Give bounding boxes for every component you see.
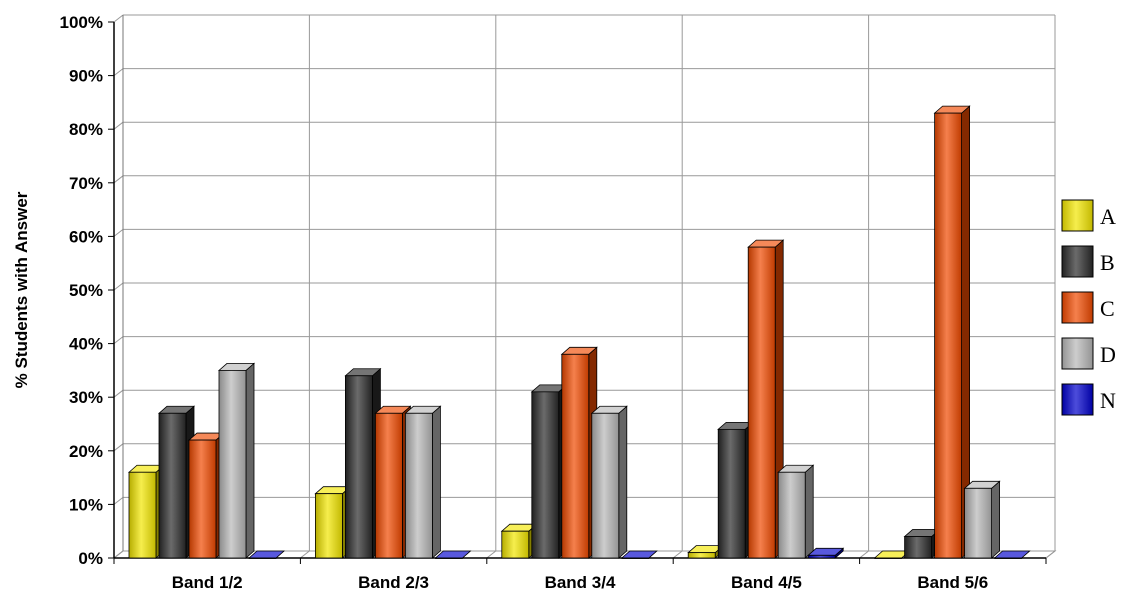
bar [747, 239, 785, 559]
bar-side-face [618, 405, 628, 559]
x-tick-label: Band 1/2 [172, 573, 243, 592]
bar-front-face [747, 246, 776, 559]
y-tick-label: 60% [69, 227, 103, 246]
bar-front-face [717, 428, 746, 559]
bar-front-face [934, 112, 962, 559]
legend-item: N [1061, 383, 1116, 416]
bar-front-face [777, 471, 806, 559]
floor-grid-line [113, 550, 124, 559]
legend-label: A [1100, 204, 1116, 229]
legend-item: C [1061, 291, 1115, 324]
bar-front-face [158, 412, 187, 559]
legend-swatch [1061, 245, 1094, 278]
y-tick-label: 70% [69, 174, 103, 193]
bar-front-face [807, 554, 836, 559]
legend-swatch [1061, 383, 1094, 416]
bar-front-face [501, 530, 530, 559]
legend-item: D [1061, 337, 1116, 370]
bar-front-face [904, 536, 932, 559]
bar-side-face [431, 405, 441, 559]
x-tick-label: Band 3/4 [545, 573, 616, 592]
bar-front-face [561, 353, 590, 559]
bar-front-face [621, 557, 650, 559]
legend-swatch [1061, 291, 1094, 324]
bar-front-face [188, 439, 217, 559]
floor-grid-line [1045, 550, 1056, 559]
x-tick-label: Band 2/3 [358, 573, 429, 592]
bar [963, 480, 1001, 559]
bar-front-face [531, 391, 560, 559]
bar [247, 550, 286, 559]
bar-front-face [404, 412, 433, 559]
bar-front-face [248, 557, 277, 559]
legend-item: B [1061, 245, 1115, 278]
depth-grid-line [113, 282, 124, 291]
bar-front-face [687, 552, 716, 559]
legend-label: N [1100, 388, 1116, 413]
depth-grid-line [113, 229, 124, 237]
depth-grid-line [113, 443, 124, 452]
y-tick-label: 0% [78, 549, 103, 568]
bar-front-face [994, 557, 1022, 559]
floor-grid-line [859, 550, 869, 559]
bar-front-face [374, 412, 403, 559]
bar [434, 550, 472, 559]
bar-front-face [434, 557, 463, 559]
y-tick-label: 100% [60, 13, 103, 32]
legend-label: D [1100, 342, 1116, 367]
bar-side-face [991, 480, 1000, 559]
depth-grid-line [113, 68, 124, 76]
bar-front-face [344, 375, 373, 559]
bar [217, 362, 256, 559]
floor-grid-line [486, 550, 497, 559]
bar-side-face [245, 362, 255, 559]
bar [903, 528, 941, 559]
bar [620, 550, 658, 559]
y-tick-label: 80% [69, 120, 103, 139]
y-tick-label: 40% [69, 335, 103, 354]
depth-grid-line [113, 389, 124, 398]
y-tick-label: 90% [69, 67, 103, 86]
bar [993, 550, 1031, 559]
bar [777, 464, 815, 559]
legend-swatch [1061, 337, 1094, 370]
bar-front-face [218, 369, 247, 559]
bar-front-face [964, 487, 992, 559]
x-tick-labels: Band 1/2 Band 2/3 Band 3/4 Band 4/5 Band 5/6 [172, 573, 988, 592]
x-tick-label: Band 5/6 [917, 573, 988, 592]
bar-front-face [314, 493, 343, 559]
y-tick-labels: 0% 10% 20% 30% 40% 50% 60% 70% 80% 90% 100% [60, 13, 103, 568]
y-axis-title: % Students with Answer [12, 191, 31, 388]
bar [933, 105, 971, 559]
bar-side-face [804, 464, 814, 559]
bar-front-face [128, 471, 157, 559]
y-tick-label: 50% [69, 281, 103, 300]
depth-grid-line [113, 14, 124, 23]
legend-label: C [1100, 296, 1115, 321]
y-tick-label: 30% [69, 388, 103, 407]
bar [807, 547, 845, 559]
bars [127, 105, 1031, 559]
depth-grid-line [113, 336, 124, 344]
depth-grid-line [113, 121, 124, 130]
legend-swatch [1061, 199, 1094, 232]
y-tick-label: 20% [69, 442, 103, 461]
depth-grid-line [113, 175, 124, 184]
floor-grid-line [300, 550, 310, 559]
bar-front-face [874, 557, 902, 559]
legend-label: B [1100, 250, 1115, 275]
bar [590, 405, 628, 559]
floor-grid-line [672, 550, 683, 559]
bar [404, 405, 442, 559]
legend-item: A [1061, 199, 1116, 232]
bar-front-face [591, 412, 620, 559]
depth-grid-line [113, 497, 124, 505]
y-tick-label: 10% [69, 495, 103, 514]
x-tick-label: Band 4/5 [731, 573, 802, 592]
